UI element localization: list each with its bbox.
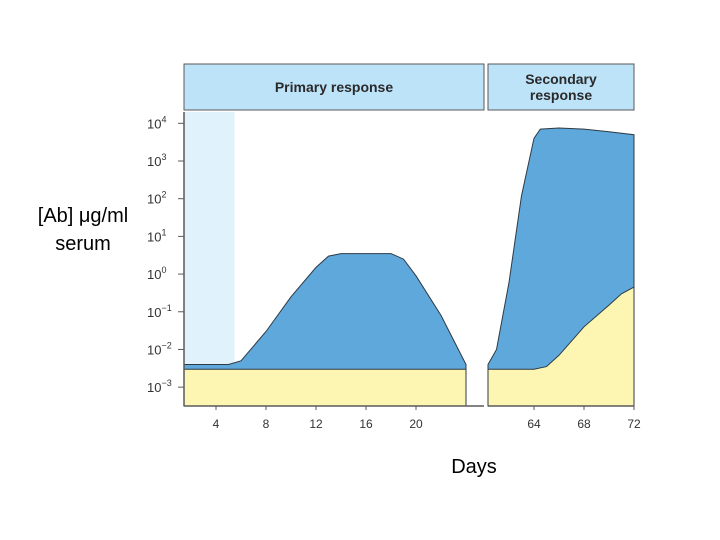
y-axis-label-line1: [Ab] μg/ml [37,205,129,227]
y-axis-label-line2: serum [55,233,111,255]
y-axis-label: [Ab] μg/ml serum [18,202,148,258]
x-tick-label: 20 [409,417,423,431]
secondary-header-box [487,63,635,111]
y-tick-label: 104 [147,114,166,131]
x-tick-label: 72 [627,417,641,431]
primary-response-header: Primary response [184,66,484,108]
x-axis-label: Days [451,456,497,478]
x-tick-label: 68 [577,417,591,431]
y-tick-label: 103 [147,152,166,169]
secondary-response-header: Secondary response [488,66,634,108]
y-tick-label: 10−2 [147,340,172,357]
primary-header-box [183,63,485,111]
lag-phase-band [184,112,235,406]
x-tick-label: 8 [263,417,270,431]
y-tick-label: 10−3 [147,378,172,395]
series-primary-igg-area [183,368,467,407]
x-tick-label: 12 [309,417,323,431]
y-tick-label: 101 [147,227,166,244]
y-tick-label: 102 [147,190,166,207]
x-tick-label: 4 [213,417,220,431]
y-tick-label: 100 [147,265,166,282]
secondary-response-title: Secondary response [525,71,597,103]
primary-response-title: Primary response [274,79,394,95]
x-tick-label: 64 [527,417,541,431]
x-tick-label: 16 [359,417,373,431]
y-tick-label: 10−1 [147,303,172,320]
